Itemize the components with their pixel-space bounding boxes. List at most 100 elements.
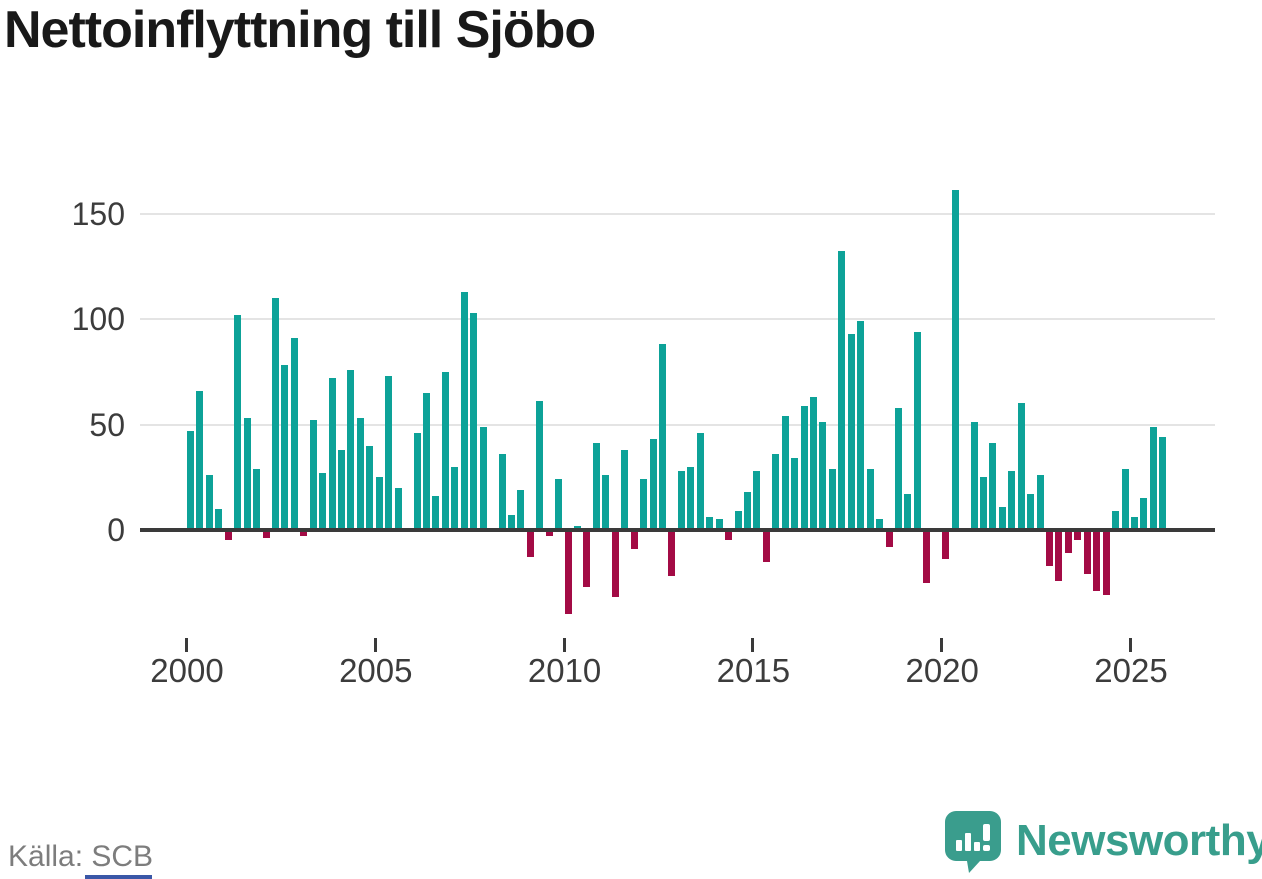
bar-positive <box>1008 470 1016 530</box>
bar-positive <box>1112 511 1120 530</box>
bar-negative <box>1083 532 1091 575</box>
bar-negative <box>224 532 232 541</box>
bar-positive <box>913 331 921 530</box>
bar-positive <box>998 506 1006 530</box>
bar-negative <box>545 532 553 537</box>
x-tick-label: 2025 <box>1094 652 1168 689</box>
bar-positive <box>592 443 600 530</box>
x-tick-label: 2005 <box>339 652 413 689</box>
bar-negative <box>1102 532 1110 596</box>
bar-positive <box>187 430 194 530</box>
bar-positive <box>715 519 723 530</box>
bar-positive <box>196 390 204 530</box>
bar-positive <box>979 477 987 530</box>
x-tick-mark <box>562 638 566 652</box>
bar-negative <box>923 532 931 583</box>
bar-positive <box>621 449 629 530</box>
bar-positive <box>1159 437 1167 530</box>
x-tick-label: 2020 <box>905 652 979 689</box>
bar-positive <box>234 314 242 530</box>
newsworthy-logo: Newsworthy <box>944 810 1262 874</box>
x-tick-mark <box>373 638 377 652</box>
bar-positive <box>309 420 317 530</box>
bar-positive <box>810 397 818 530</box>
bar-positive <box>281 365 289 530</box>
bar-positive <box>451 466 459 530</box>
bar-positive <box>743 492 751 530</box>
chart-title: Nettoinflyttning till Sjöbo <box>4 1 596 59</box>
bar-positive <box>574 525 582 530</box>
bar-negative <box>611 532 619 598</box>
bar-positive <box>857 321 865 530</box>
bar-positive <box>1149 426 1157 530</box>
bar-positive <box>1017 403 1025 530</box>
bar-negative <box>1064 532 1072 554</box>
x-tick-mark <box>1129 638 1132 652</box>
bar-positive <box>460 291 468 530</box>
bar-positive <box>253 468 261 530</box>
x-tick-label: 2000 <box>150 652 224 689</box>
bar-positive <box>1131 517 1138 530</box>
bar-negative <box>564 532 572 615</box>
bar-positive <box>479 426 487 530</box>
bar-positive <box>866 468 874 530</box>
bar-positive <box>205 475 213 530</box>
x-tick-label: 2010 <box>527 652 602 689</box>
bar-positive <box>734 511 742 530</box>
axis-baseline <box>140 528 1215 532</box>
bar-negative <box>526 532 534 558</box>
bar-positive <box>394 487 402 530</box>
bar-positive <box>772 454 780 530</box>
bar-positive <box>819 422 827 530</box>
bar-positive <box>1140 498 1148 530</box>
bar-negative <box>1074 532 1082 541</box>
y-tick-label: 150 <box>71 195 125 232</box>
bar-negative <box>762 532 770 562</box>
x-tick-label: 2015 <box>716 652 791 689</box>
bar-positive <box>1036 475 1044 530</box>
bar-negative <box>262 532 270 539</box>
bar-positive <box>895 407 902 530</box>
bar-positive <box>1027 494 1035 530</box>
bar-positive <box>215 508 223 530</box>
x-tick-mark <box>185 638 188 652</box>
bar-positive <box>338 449 346 530</box>
bar-positive <box>706 517 714 530</box>
bar-positive <box>753 470 761 530</box>
gridline-50 <box>140 423 1215 426</box>
bar-positive <box>828 468 836 530</box>
bar-positive <box>366 445 374 530</box>
bar-positive <box>432 496 440 530</box>
bar-positive <box>687 466 695 530</box>
x-tick-mark <box>751 638 755 652</box>
bar-positive <box>677 470 685 530</box>
bar-positive <box>290 337 298 530</box>
bar-positive <box>1121 468 1129 530</box>
bar-positive <box>781 416 789 530</box>
y-tick-label: 0 <box>107 512 125 548</box>
bar-positive <box>356 418 364 530</box>
bar-positive <box>470 312 478 530</box>
bar-positive <box>423 392 430 530</box>
bar-negative <box>725 532 733 541</box>
bar-negative <box>583 532 591 587</box>
bar-positive <box>847 333 855 530</box>
bar-negative <box>885 532 893 547</box>
bar-positive <box>517 489 525 530</box>
bar-positive <box>507 515 515 530</box>
bar-negative <box>1046 532 1054 566</box>
bar-negative <box>668 532 676 577</box>
y-tick-label: 50 <box>89 406 125 443</box>
bar-negative <box>942 532 950 560</box>
bar-positive <box>271 297 279 530</box>
bar-positive <box>659 344 666 530</box>
bar-positive <box>696 432 704 530</box>
bar-positive <box>838 251 846 530</box>
bar-positive <box>536 401 544 530</box>
gridline-100 <box>140 318 1215 320</box>
source-note: Källa: SCB <box>8 840 154 873</box>
bar-negative <box>300 532 308 537</box>
y-tick-label: 100 <box>71 301 125 337</box>
bar-negative <box>1093 532 1101 592</box>
